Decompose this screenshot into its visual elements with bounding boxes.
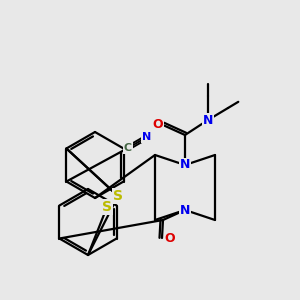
Text: S: S (113, 189, 123, 203)
Text: N: N (180, 203, 190, 217)
Text: N: N (180, 158, 190, 172)
Text: S: S (102, 200, 112, 214)
Text: C: C (124, 143, 132, 153)
Text: N: N (142, 132, 152, 142)
Text: S: S (113, 189, 123, 203)
Text: O: O (165, 232, 175, 244)
Text: N: N (203, 113, 213, 127)
Text: O: O (153, 118, 163, 131)
